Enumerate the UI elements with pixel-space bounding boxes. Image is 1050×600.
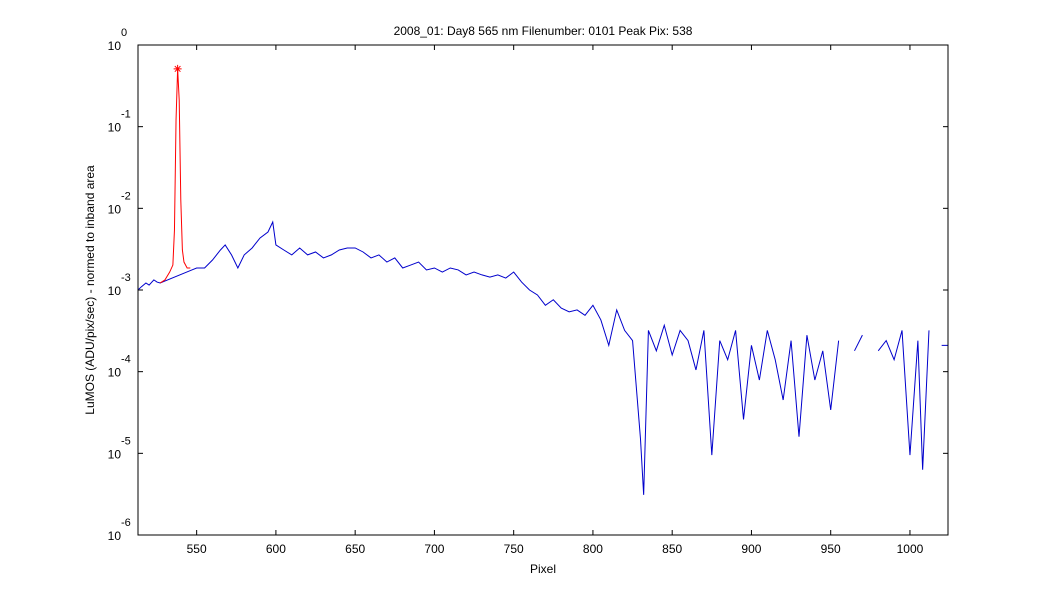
x-tick-label: 550 bbox=[187, 542, 207, 556]
y-tick-exponent: -2 bbox=[121, 190, 131, 202]
y-tick-exponent: -6 bbox=[121, 517, 131, 529]
y-axis-label: LuMOS (ADU/pix/sec) - normed to inband a… bbox=[83, 165, 97, 415]
x-tick-label: 650 bbox=[345, 542, 365, 556]
y-tick-exponent: -5 bbox=[121, 435, 131, 447]
y-tick-label: 10 bbox=[108, 202, 122, 216]
y-tick-exponent: -3 bbox=[121, 272, 131, 284]
x-tick-label: 800 bbox=[583, 542, 603, 556]
x-tick-label: 900 bbox=[741, 542, 761, 556]
y-tick-label: 10 bbox=[108, 39, 122, 53]
chart-title: 2008_01: Day8 565 nm Filenumber: 0101 Pe… bbox=[394, 24, 693, 38]
x-tick-label: 600 bbox=[266, 542, 286, 556]
y-tick-label: 10 bbox=[108, 284, 122, 298]
data-line bbox=[137, 220, 948, 495]
y-tick-label: 10 bbox=[108, 529, 122, 543]
x-tick-label: 950 bbox=[821, 542, 841, 556]
x-tick-label: 1000 bbox=[897, 542, 924, 556]
x-tick-label: 700 bbox=[424, 542, 444, 556]
y-tick-exponent: -4 bbox=[121, 354, 131, 366]
peak-marker bbox=[173, 64, 182, 73]
y-tick-label: 10 bbox=[108, 121, 122, 135]
plot-area bbox=[138, 45, 948, 535]
y-tick-exponent: 0 bbox=[121, 27, 127, 39]
y-tick-exponent: -1 bbox=[121, 109, 131, 121]
x-tick-label: 850 bbox=[662, 542, 682, 556]
y-tick-label: 10 bbox=[108, 447, 122, 461]
x-axis-label: Pixel bbox=[530, 562, 556, 576]
axes-box bbox=[137, 44, 949, 536]
y-tick-label: 10 bbox=[108, 366, 122, 380]
x-tick-label: 750 bbox=[504, 542, 524, 556]
